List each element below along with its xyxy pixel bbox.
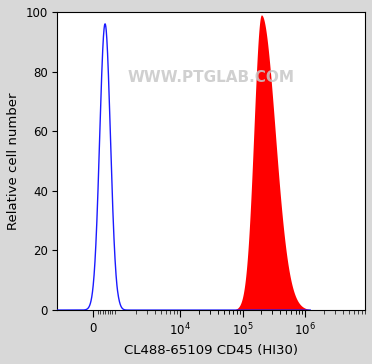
X-axis label: CL488-65109 CD45 (HI30): CL488-65109 CD45 (HI30) (124, 344, 298, 357)
Text: WWW.PTGLAB.COM: WWW.PTGLAB.COM (128, 70, 295, 85)
Y-axis label: Relative cell number: Relative cell number (7, 92, 20, 230)
